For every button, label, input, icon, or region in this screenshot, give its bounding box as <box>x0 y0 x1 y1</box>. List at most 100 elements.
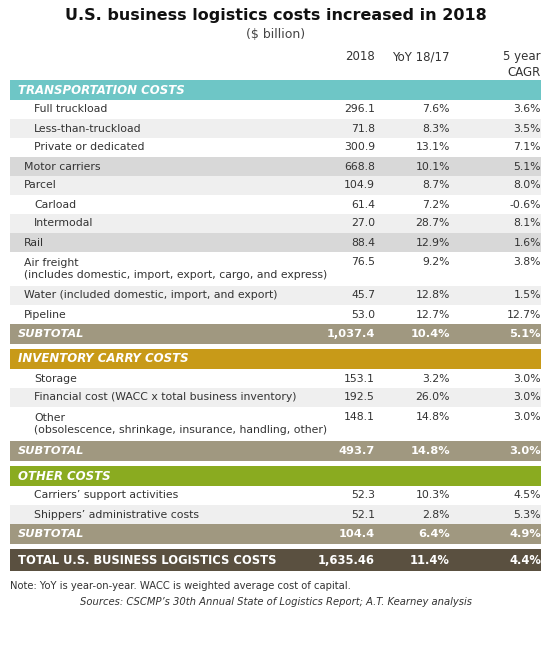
Text: 493.7: 493.7 <box>339 446 375 456</box>
Text: 1,037.4: 1,037.4 <box>327 329 375 339</box>
Bar <box>10 524 541 544</box>
Bar <box>10 214 541 233</box>
Text: Private or dedicated: Private or dedicated <box>34 143 144 152</box>
Text: 88.4: 88.4 <box>351 237 375 247</box>
Text: 76.5: 76.5 <box>351 256 375 267</box>
Text: Carriers’ support activities: Carriers’ support activities <box>34 490 179 500</box>
Text: 4.4%: 4.4% <box>509 553 541 566</box>
Text: Motor carriers: Motor carriers <box>24 162 100 171</box>
Text: 52.1: 52.1 <box>351 509 375 519</box>
Text: Note: YoY is year-on-year. WACC is weighted average cost of capital.: Note: YoY is year-on-year. WACC is weigh… <box>10 581 351 591</box>
Text: -0.6%: -0.6% <box>510 199 541 209</box>
Text: 52.3: 52.3 <box>351 490 375 500</box>
Bar <box>10 324 541 344</box>
Text: 668.8: 668.8 <box>344 162 375 171</box>
Text: 7.6%: 7.6% <box>423 105 450 114</box>
Bar <box>10 466 541 486</box>
Bar <box>10 369 541 388</box>
Text: 12.7%: 12.7% <box>506 309 541 320</box>
Text: 5.1%: 5.1% <box>510 329 541 339</box>
Text: 5 year
CAGR: 5 year CAGR <box>504 50 541 78</box>
Text: 2018: 2018 <box>345 50 375 63</box>
Text: 8.1%: 8.1% <box>514 218 541 228</box>
Text: 8.0%: 8.0% <box>514 181 541 190</box>
Text: 14.8%: 14.8% <box>410 446 450 456</box>
Text: 8.3%: 8.3% <box>423 124 450 133</box>
Text: Less-than-truckload: Less-than-truckload <box>34 124 142 133</box>
Bar <box>10 80 541 100</box>
Text: 2.8%: 2.8% <box>423 509 450 519</box>
Bar <box>10 233 541 252</box>
Text: 61.4: 61.4 <box>351 199 375 209</box>
Text: 5.3%: 5.3% <box>514 509 541 519</box>
Text: OTHER COSTS: OTHER COSTS <box>18 470 111 483</box>
Bar <box>10 176 541 195</box>
Text: SUBTOTAL: SUBTOTAL <box>18 329 84 339</box>
Text: 153.1: 153.1 <box>344 373 375 383</box>
Bar <box>10 441 541 461</box>
Bar <box>10 388 541 407</box>
Text: 104.4: 104.4 <box>339 529 375 539</box>
Text: 4.5%: 4.5% <box>514 490 541 500</box>
Text: Air freight
(includes domestic, import, export, cargo, and express): Air freight (includes domestic, import, … <box>24 258 327 280</box>
Text: 192.5: 192.5 <box>344 392 375 402</box>
Bar <box>10 138 541 157</box>
Text: 7.1%: 7.1% <box>514 143 541 152</box>
Bar <box>10 100 541 119</box>
Text: 5.1%: 5.1% <box>514 162 541 171</box>
Text: 300.9: 300.9 <box>344 143 375 152</box>
Text: 296.1: 296.1 <box>344 105 375 114</box>
Bar <box>10 252 541 286</box>
Text: U.S. business logistics costs increased in 2018: U.S. business logistics costs increased … <box>64 8 487 23</box>
Text: 10.3%: 10.3% <box>415 490 450 500</box>
Text: Water (included domestic, import, and export): Water (included domestic, import, and ex… <box>24 290 278 300</box>
Bar <box>10 407 541 441</box>
Text: 1.6%: 1.6% <box>514 237 541 247</box>
Text: 53.0: 53.0 <box>351 309 375 320</box>
Text: Rail: Rail <box>24 237 44 247</box>
Text: 3.0%: 3.0% <box>514 392 541 402</box>
Text: Storage: Storage <box>34 373 77 383</box>
Text: TOTAL U.S. BUSINESS LOGISTICS COSTS: TOTAL U.S. BUSINESS LOGISTICS COSTS <box>18 553 277 566</box>
Text: Intermodal: Intermodal <box>34 218 93 228</box>
Text: 104.9: 104.9 <box>344 181 375 190</box>
Text: 1,635.46: 1,635.46 <box>318 553 375 566</box>
Text: Other
(obsolescence, shrinkage, insurance, handling, other): Other (obsolescence, shrinkage, insuranc… <box>34 413 327 435</box>
Bar <box>10 305 541 324</box>
Text: 71.8: 71.8 <box>351 124 375 133</box>
Text: 12.7%: 12.7% <box>415 309 450 320</box>
Text: ($ billion): ($ billion) <box>246 28 305 41</box>
Text: 7.2%: 7.2% <box>423 199 450 209</box>
Text: 12.9%: 12.9% <box>415 237 450 247</box>
Text: 10.1%: 10.1% <box>415 162 450 171</box>
Bar <box>10 119 541 138</box>
Text: SUBTOTAL: SUBTOTAL <box>18 529 84 539</box>
Text: Shippers’ administrative costs: Shippers’ administrative costs <box>34 509 199 519</box>
Text: 9.2%: 9.2% <box>423 256 450 267</box>
Text: Carload: Carload <box>34 199 76 209</box>
Text: Sources: CSCMP’s 30th Annual State of Logistics Report; A.T. Kearney analysis: Sources: CSCMP’s 30th Annual State of Lo… <box>79 597 472 607</box>
Text: 6.4%: 6.4% <box>418 529 450 539</box>
Text: Financial cost (WACC x total business inventory): Financial cost (WACC x total business in… <box>34 392 296 402</box>
Text: 10.4%: 10.4% <box>410 329 450 339</box>
Bar <box>10 157 541 176</box>
Bar <box>10 505 541 524</box>
Text: 11.4%: 11.4% <box>410 553 450 566</box>
Text: YoY 18/17: YoY 18/17 <box>392 50 450 63</box>
Text: 1.5%: 1.5% <box>514 290 541 300</box>
Text: SUBTOTAL: SUBTOTAL <box>18 446 84 456</box>
Text: TRANSPORTATION COSTS: TRANSPORTATION COSTS <box>18 84 185 97</box>
Text: 45.7: 45.7 <box>351 290 375 300</box>
Text: 12.8%: 12.8% <box>415 290 450 300</box>
Text: 3.0%: 3.0% <box>514 411 541 422</box>
Text: 3.6%: 3.6% <box>514 105 541 114</box>
Text: 14.8%: 14.8% <box>415 411 450 422</box>
Text: 3.0%: 3.0% <box>514 373 541 383</box>
Text: 13.1%: 13.1% <box>415 143 450 152</box>
Bar <box>10 349 541 369</box>
Text: 3.5%: 3.5% <box>514 124 541 133</box>
Text: 26.0%: 26.0% <box>415 392 450 402</box>
Bar <box>10 486 541 505</box>
Text: Parcel: Parcel <box>24 181 57 190</box>
Bar <box>10 195 541 214</box>
